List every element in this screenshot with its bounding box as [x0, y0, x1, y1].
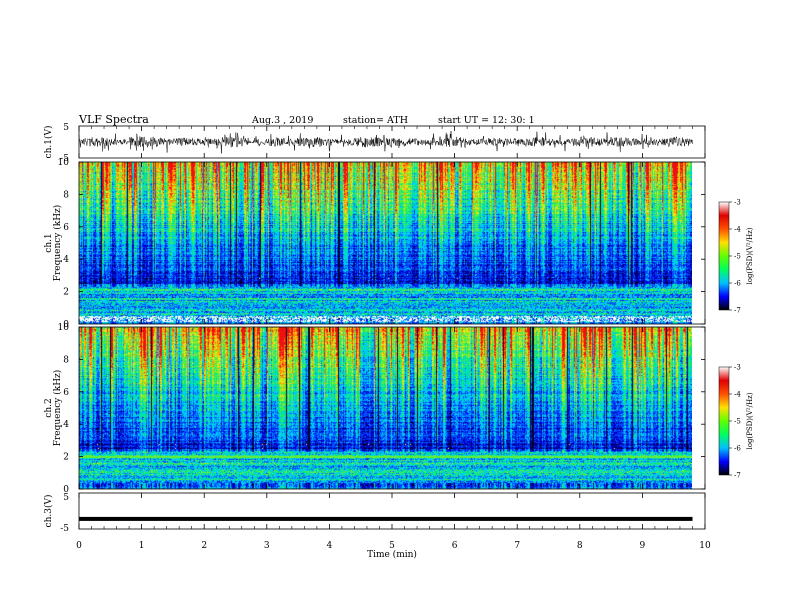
ch2-colorbar-tick--6: -6: [734, 445, 741, 453]
ch1-ytick-2: 2: [63, 288, 69, 298]
ch2-colorbar-tick--5: -5: [734, 418, 741, 426]
ch2-ytick-0: 0: [63, 485, 69, 495]
ch3-waveform-trace: [79, 516, 693, 521]
ch1-waveform-trace: [78, 130, 693, 154]
x-tick-4: 4: [327, 541, 333, 551]
ch2-colorbar-tick--3: -3: [734, 364, 741, 372]
time-axis: 0 1 2 3 4 5 6 7 8 9 10: [76, 126, 711, 551]
ch2-ytick-8: 8: [63, 355, 69, 365]
ch3-ytick-neg5: -5: [60, 524, 69, 534]
x-tick-1: 1: [139, 541, 145, 551]
ch1-colorbar-tick--6: -6: [734, 280, 741, 288]
ch3-waveform-line: [79, 516, 693, 521]
ch1-spec-ylabel: ch.1: [44, 233, 54, 252]
ch1-colorbar-tick--4: -4: [734, 226, 741, 234]
x-tick-0: 0: [76, 541, 82, 551]
ch1-wave-ylabel: ch.1(V): [43, 126, 54, 159]
date-label: Aug.3 , 2019: [251, 115, 313, 126]
ch1-waveform-line: [78, 130, 693, 154]
ch2-freq-ylabel: Frequency (kHz): [52, 370, 63, 447]
x-tick-2: 2: [201, 541, 207, 551]
ch1-colorbar-tick--7: -7: [734, 307, 741, 315]
ch1-spectrogram-panel: 0 2 4 6 8 10 ch.1 Frequency (kHz): [44, 158, 706, 330]
ch1-colorbar-tick--5: -5: [734, 253, 741, 261]
ch2-spectrogram-raster: [79, 327, 692, 489]
x-tick-3: 3: [264, 541, 270, 551]
ch1-ytick-6: 6: [63, 223, 69, 233]
x-tick-7: 7: [514, 541, 520, 551]
ch1-ytick-4: 4: [63, 255, 69, 265]
start-ut-label: start UT =: [438, 115, 489, 126]
x-axis-label: Time (min): [367, 549, 417, 560]
ch1-colorbar-tick--3: -3: [734, 199, 741, 207]
ch1-spectrogram-image: [79, 162, 692, 324]
ch2-spec-ylabel: ch.2: [44, 398, 54, 417]
ch2-ytick-4: 4: [63, 420, 69, 430]
x-tick-5: 5: [389, 541, 395, 551]
ch3-ytick-5: 5: [63, 493, 69, 503]
ch2-colorbar-tick--7: -7: [734, 472, 741, 480]
ch1-ytick-5: 5: [63, 123, 69, 133]
ch2-colorbar: -3 -4 -5 -6 -7 log(PSD)(V²/Hz): [718, 364, 754, 480]
x-tick-9: 9: [640, 541, 646, 551]
ch2-colorbar-bar: [718, 366, 730, 476]
ch2-colorbar-tick--4: -4: [734, 391, 741, 399]
figure-title: VLF Spectra: [78, 113, 149, 126]
ch1-colorbar-bar: [718, 201, 730, 311]
ch3-wave-ylabel: ch.3(V): [43, 495, 54, 528]
ch1-ytick-0: 0: [63, 320, 69, 330]
x-tick-10: 10: [699, 541, 711, 551]
ch1-ytick-10: 10: [58, 158, 70, 168]
ch2-colorbar-label: log(PSD)(V²/Hz): [746, 392, 754, 449]
ch2-spectrogram-image: [79, 327, 692, 489]
ch1-freq-ylabel: Frequency (kHz): [52, 205, 63, 282]
ch2-ytick-6: 6: [63, 388, 69, 398]
ch2-ytick-10: 10: [58, 323, 70, 333]
ch1-ytick-neg5: -5: [60, 154, 69, 164]
ch1-ytick-8: 8: [63, 190, 69, 200]
ch1-colorbar-label: log(PSD)(V²/Hz): [746, 227, 754, 284]
x-tick-8: 8: [577, 541, 583, 551]
station-label: station= ATH: [343, 115, 408, 126]
start-ut-value: 12: 30: 1: [492, 115, 535, 126]
ch1-spectrogram-raster: [79, 162, 692, 324]
ch2-spectrogram-panel: 0 2 4 6 8 10 ch.2 Frequency (kHz): [44, 323, 706, 495]
ch2-ytick-2: 2: [63, 453, 69, 463]
x-tick-6: 6: [452, 541, 458, 551]
ch1-colorbar: -3 -4 -5 -6 -7 log(PSD)(V²/Hz): [718, 199, 754, 315]
